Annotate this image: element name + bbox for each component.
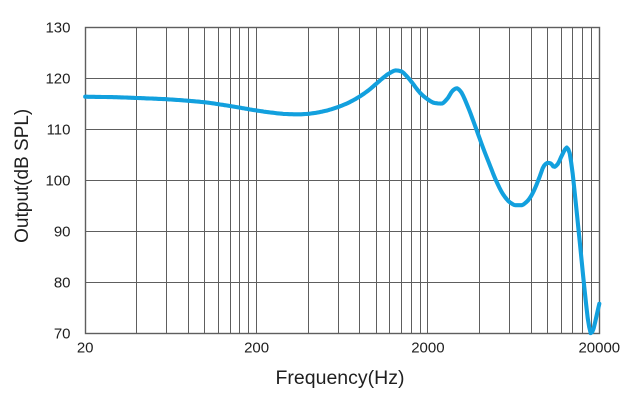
svg-text:120: 120 [45, 70, 70, 87]
svg-text:20000: 20000 [578, 340, 620, 357]
svg-text:Frequency(Hz): Frequency(Hz) [276, 367, 405, 389]
svg-text:200: 200 [244, 340, 269, 357]
svg-text:20: 20 [77, 340, 94, 357]
svg-text:100: 100 [45, 173, 70, 190]
svg-text:110: 110 [47, 121, 71, 138]
svg-text:Output(dB SPL): Output(dB SPL) [12, 109, 33, 243]
svg-text:70: 70 [54, 326, 71, 343]
svg-text:130: 130 [45, 19, 70, 36]
svg-text:90: 90 [54, 224, 71, 241]
svg-text:2000: 2000 [411, 340, 444, 357]
svg-text:80: 80 [54, 275, 71, 292]
